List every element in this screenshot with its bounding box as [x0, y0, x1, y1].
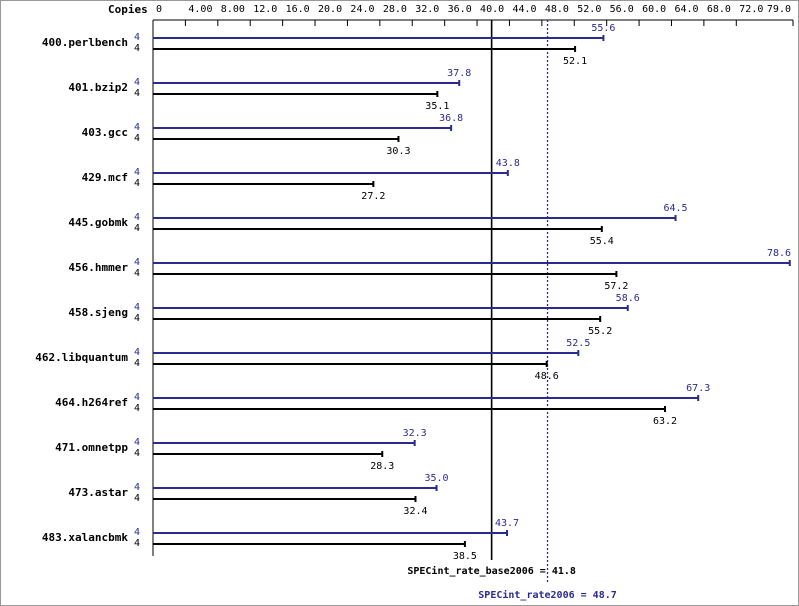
x-tick-label: 52.0: [577, 4, 601, 15]
benchmark-label: 473.astar: [68, 486, 128, 499]
copies-label: 4: [134, 493, 140, 504]
copies-label: 4: [134, 212, 140, 223]
copies-label: 4: [134, 178, 140, 189]
x-tick-label: 24.0: [350, 4, 374, 15]
copies-label: 4: [134, 122, 140, 133]
copies-label: 4: [134, 448, 140, 459]
copies-label: 4: [134, 167, 140, 178]
x-tick-label: 0: [156, 4, 162, 15]
value-label: 64.5: [663, 203, 687, 214]
copies-label: 4: [134, 437, 140, 448]
x-tick-label: 68.0: [707, 4, 731, 15]
value-label: 52.5: [566, 338, 590, 349]
value-label: 35.0: [424, 473, 448, 484]
benchmark-label: 471.omnetpp: [55, 441, 128, 454]
value-label: 78.6: [767, 248, 791, 259]
benchmark-label: 462.libquantum: [35, 351, 128, 364]
reference-label: SPECint_rate2006 = 48.7: [478, 589, 616, 601]
copies-label: 4: [134, 482, 140, 493]
copies-label: 4: [134, 392, 140, 403]
x-tick-label: 32.0: [415, 4, 439, 15]
value-label: 58.6: [616, 293, 640, 304]
value-label: 32.4: [403, 506, 427, 517]
benchmark-label: 445.gobmk: [68, 216, 128, 229]
benchmark-label: 400.perlbench: [42, 36, 128, 49]
copies-label: 4: [134, 257, 140, 268]
copies-label: 4: [134, 403, 140, 414]
reference-label: SPECint_rate_base2006 = 41.8: [407, 565, 576, 577]
value-label: 37.8: [447, 68, 471, 79]
value-label: 52.1: [563, 56, 587, 67]
value-label: 67.3: [686, 383, 710, 394]
x-tick-label: 60.0: [642, 4, 666, 15]
copies-label: 4: [134, 43, 140, 54]
benchmark-label: 429.mcf: [82, 171, 128, 184]
copies-label: 4: [134, 313, 140, 324]
x-tick-label: 12.0: [253, 4, 277, 15]
x-tick-label: 44.0: [512, 4, 536, 15]
value-label: 43.8: [496, 158, 520, 169]
value-label: 55.6: [591, 23, 615, 34]
copies-label: 4: [134, 268, 140, 279]
x-tick-label: 48.0: [545, 4, 569, 15]
x-tick-label: 20.0: [318, 4, 342, 15]
copies-label: 4: [134, 32, 140, 43]
copies-label: 4: [134, 133, 140, 144]
benchmark-label: 458.sjeng: [68, 306, 128, 319]
benchmark-label: 401.bzip2: [68, 81, 128, 94]
value-label: 38.5: [453, 551, 477, 562]
copies-label: 4: [134, 223, 140, 234]
copies-label: 4: [134, 358, 140, 369]
value-label: 55.4: [590, 236, 614, 247]
x-tick-label: 79.0: [767, 4, 791, 15]
value-label: 30.3: [386, 146, 410, 157]
value-label: 36.8: [439, 113, 463, 124]
x-tick-label: 36.0: [448, 4, 472, 15]
value-label: 27.2: [361, 191, 385, 202]
x-tick-label: 72.0: [739, 4, 763, 15]
copies-label: 4: [134, 538, 140, 549]
x-tick-label: 4.00: [188, 4, 212, 15]
value-label: 55.2: [588, 326, 612, 337]
benchmark-label: 464.h264ref: [55, 396, 128, 409]
value-label: 28.3: [370, 461, 394, 472]
value-label: 63.2: [653, 416, 677, 427]
copies-header: Copies: [108, 3, 148, 16]
benchmark-label: 403.gcc: [82, 126, 128, 139]
copies-label: 4: [134, 302, 140, 313]
copies-label: 4: [134, 88, 140, 99]
value-label: 48.6: [535, 371, 559, 382]
x-tick-label: 8.00: [221, 4, 245, 15]
value-label: 57.2: [604, 281, 628, 292]
value-label: 32.3: [403, 428, 427, 439]
x-tick-label: 56.0: [610, 4, 634, 15]
value-label: 43.7: [495, 518, 519, 529]
x-tick-label: 16.0: [286, 4, 310, 15]
x-tick-label: 40.0: [480, 4, 504, 15]
benchmark-label: 483.xalancbmk: [42, 531, 128, 544]
value-label: 35.1: [425, 101, 449, 112]
x-tick-label: 64.0: [674, 4, 698, 15]
copies-label: 4: [134, 77, 140, 88]
copies-label: 4: [134, 347, 140, 358]
x-tick-label: 28.0: [383, 4, 407, 15]
copies-label: 4: [134, 527, 140, 538]
benchmark-label: 456.hmmer: [68, 261, 128, 274]
